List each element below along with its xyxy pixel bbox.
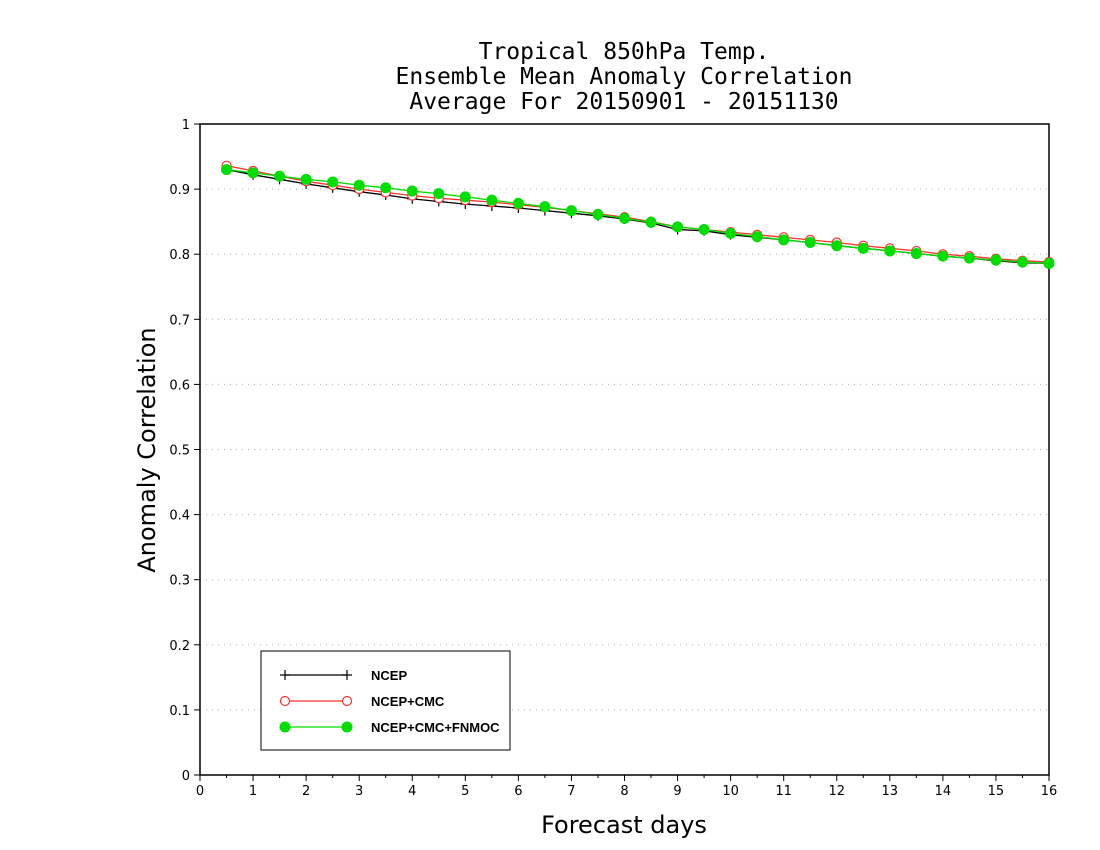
data-point — [274, 170, 286, 182]
x-tick-label: 11 — [775, 784, 792, 799]
x-tick-label: 6 — [514, 784, 522, 799]
x-tick-label: 12 — [828, 784, 845, 799]
data-point — [341, 695, 353, 707]
data-point — [1043, 257, 1055, 269]
data-point — [342, 670, 352, 680]
data-point — [831, 240, 843, 252]
legend-entry: NCEP+CMC — [279, 694, 445, 709]
data-point — [857, 242, 869, 254]
x-tick-label: 4 — [408, 784, 416, 799]
chart-title: Tropical 850hPa Temp. Ensemble Mean Anom… — [396, 39, 853, 115]
legend: NCEP NCEP+CMC NCEP+CMC+FNMOC — [260, 650, 511, 751]
data-point — [280, 670, 290, 680]
data-point — [406, 185, 418, 197]
gridlines — [200, 188, 1049, 711]
y-tick-label: 0.8 — [169, 248, 190, 263]
data-point — [459, 191, 471, 203]
y-tick-label: 0.6 — [169, 378, 190, 393]
data-point — [247, 167, 259, 179]
y-tick-label: 1 — [182, 118, 190, 133]
x-tick-label: 9 — [673, 784, 681, 799]
data-point — [300, 173, 312, 185]
series-layer — [221, 160, 1055, 269]
x-tick-label: 7 — [567, 784, 575, 799]
x-tick-label: 10 — [722, 784, 739, 799]
x-tick-label: 1 — [249, 784, 257, 799]
y-tick-label: 0.7 — [169, 313, 190, 328]
x-tick-label: 13 — [882, 784, 899, 799]
data-point — [963, 252, 975, 264]
series-ncep-cmc — [221, 160, 1055, 268]
data-point — [565, 205, 577, 217]
data-point — [910, 248, 922, 260]
data-point — [592, 208, 604, 220]
y-tick-label: 0.9 — [169, 183, 190, 198]
data-point — [645, 216, 657, 228]
y-axis-label: Anomaly Correlation — [133, 327, 161, 572]
data-point — [804, 236, 816, 248]
data-point — [884, 245, 896, 257]
y-tick-label: 0.5 — [169, 444, 190, 459]
data-point — [341, 721, 353, 733]
x-tick-label: 3 — [355, 784, 363, 799]
title-line-2: Ensemble Mean Anomaly Correlation — [396, 64, 853, 90]
data-point — [778, 234, 790, 246]
x-tick-label: 2 — [302, 784, 310, 799]
data-point — [698, 223, 710, 235]
series-ncep-cmc-fnmoc — [221, 164, 1055, 269]
data-point — [327, 176, 339, 188]
axis-ticks: 00.10.20.30.40.50.60.70.80.910 1 2 3 4 5 6 7 8 9 1… — [169, 118, 1057, 799]
x-tick-label: 0 — [196, 784, 204, 799]
data-point — [1016, 256, 1028, 268]
data-point — [619, 212, 630, 224]
y-tick-label: 0.4 — [169, 509, 190, 524]
legend-label: NCEP+CMC+FNMOC — [371, 720, 500, 735]
data-point — [486, 194, 498, 206]
y-tick-label: 0.2 — [169, 639, 190, 654]
series-line — [226, 165, 1050, 263]
title-line-3: Average For 20150901 - 20151130 — [409, 89, 838, 115]
data-point — [353, 179, 365, 191]
x-axis-label: Forecast days — [541, 811, 707, 839]
data-point — [279, 695, 291, 707]
data-point — [433, 188, 445, 200]
series-line — [226, 168, 1050, 264]
y-tick-label: 0.3 — [169, 574, 190, 589]
data-point — [990, 254, 1002, 266]
x-tick-label: 14 — [935, 784, 952, 799]
data-point — [380, 182, 392, 194]
title-line-1: Tropical 850hPa Temp. — [479, 39, 770, 65]
data-point — [725, 227, 737, 239]
y-tick-label: 0 — [182, 769, 190, 784]
legend-entry: NCEP — [280, 668, 407, 683]
x-tick-label: 5 — [461, 784, 469, 799]
data-point — [539, 201, 551, 213]
data-point — [937, 250, 949, 262]
data-point — [512, 197, 524, 209]
x-tick-label: 8 — [620, 784, 628, 799]
data-point — [279, 721, 291, 733]
legend-entry: NCEP+CMC+FNMOC — [279, 720, 500, 735]
x-tick-label: 16 — [1041, 784, 1058, 799]
data-point — [672, 221, 684, 233]
y-tick-label: 0.1 — [169, 704, 190, 719]
data-point — [751, 231, 763, 243]
legend-label: NCEP — [371, 668, 407, 683]
x-tick-label: 15 — [988, 784, 1005, 799]
legend-label: NCEP+CMC — [371, 694, 445, 709]
data-point — [221, 164, 233, 176]
